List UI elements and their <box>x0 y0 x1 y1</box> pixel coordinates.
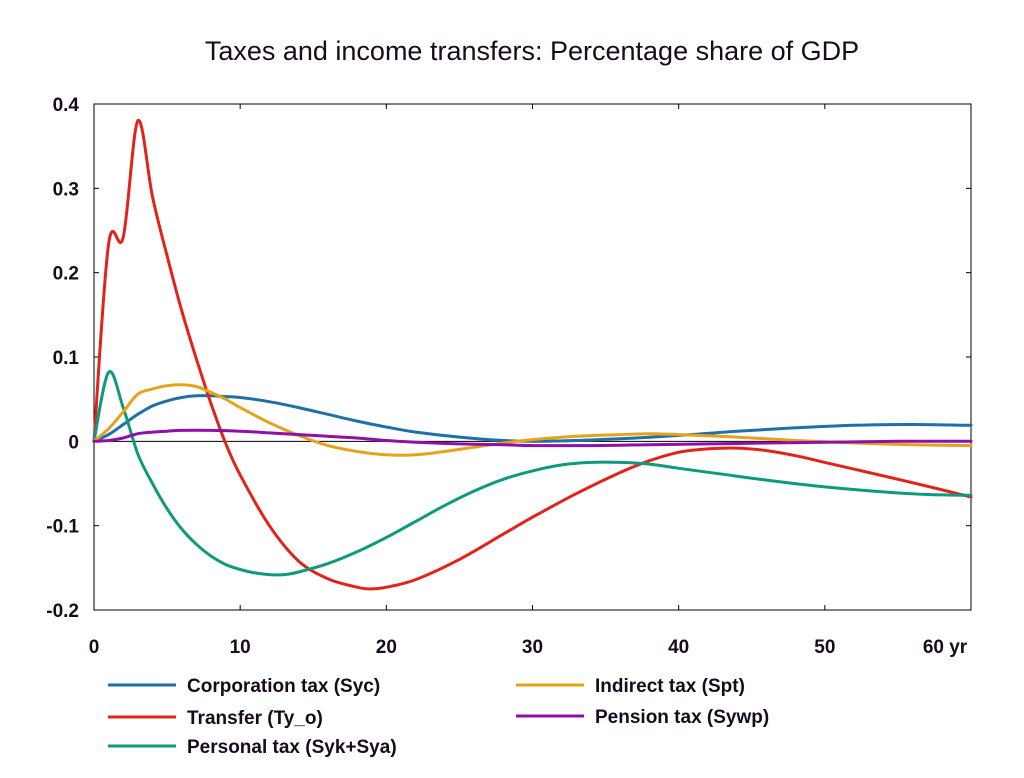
y-tick-label: 0 <box>68 432 79 453</box>
chart-title: Taxes and income transfers: Percentage s… <box>205 36 859 66</box>
y-tick-label: -0.1 <box>46 517 79 538</box>
y-tick-label: -0.2 <box>46 601 79 622</box>
y-tick-label: 0.4 <box>53 95 80 116</box>
legend-item-transfer-ty-o: Transfer (Ty_o) <box>108 708 323 729</box>
legend-label: Transfer (Ty_o) <box>187 708 323 729</box>
legend: Corporation tax (Syc) Transfer (Ty_o) Pers… <box>108 676 769 758</box>
series-line-indirect-tax-spt <box>92 383 973 457</box>
legend-label: Indirect tax (Spt) <box>595 676 745 697</box>
legend-item-pension-tax-sywp: Pension tax (Sywp) <box>516 707 769 728</box>
legend-label: Corporation tax (Syc) <box>187 676 380 697</box>
axes: -0.2 -0.1 0 0.1 0.2 0.3 0.4 0 10 20 30 40 50 60 yr <box>46 95 972 658</box>
x-tick-label: 30 <box>522 637 543 658</box>
series-layer <box>92 119 973 591</box>
y-tick-label: 0.3 <box>53 179 79 200</box>
legend-item-personal-tax-syk-sya: Personal tax (Syk+Sya) <box>108 737 397 758</box>
x-tick-label: 50 <box>814 637 835 658</box>
x-tick-label: 20 <box>376 637 397 658</box>
series-line-transfer-ty-o <box>92 119 973 591</box>
legend-item-corporation-tax-syc: Corporation tax (Syc) <box>108 676 380 697</box>
series-line-pension-tax-sywp <box>92 428 973 448</box>
x-tick-label: 40 <box>668 637 689 658</box>
x-tick-label: 10 <box>230 637 251 658</box>
x-tick-label: 60 yr <box>923 637 968 658</box>
y-tick-label: 0.1 <box>53 348 80 369</box>
x-tick-label: 0 <box>89 637 100 658</box>
legend-label: Personal tax (Syk+Sya) <box>187 737 397 758</box>
y-tick-label: 0.2 <box>53 264 79 285</box>
legend-item-indirect-tax-spt: Indirect tax (Spt) <box>516 676 745 697</box>
series-line-corporation-tax-syc <box>92 394 973 443</box>
plot-frame <box>93 103 972 611</box>
series-line-personal-tax-syk-sya <box>92 370 973 577</box>
legend-label: Pension tax (Sywp) <box>595 707 769 728</box>
